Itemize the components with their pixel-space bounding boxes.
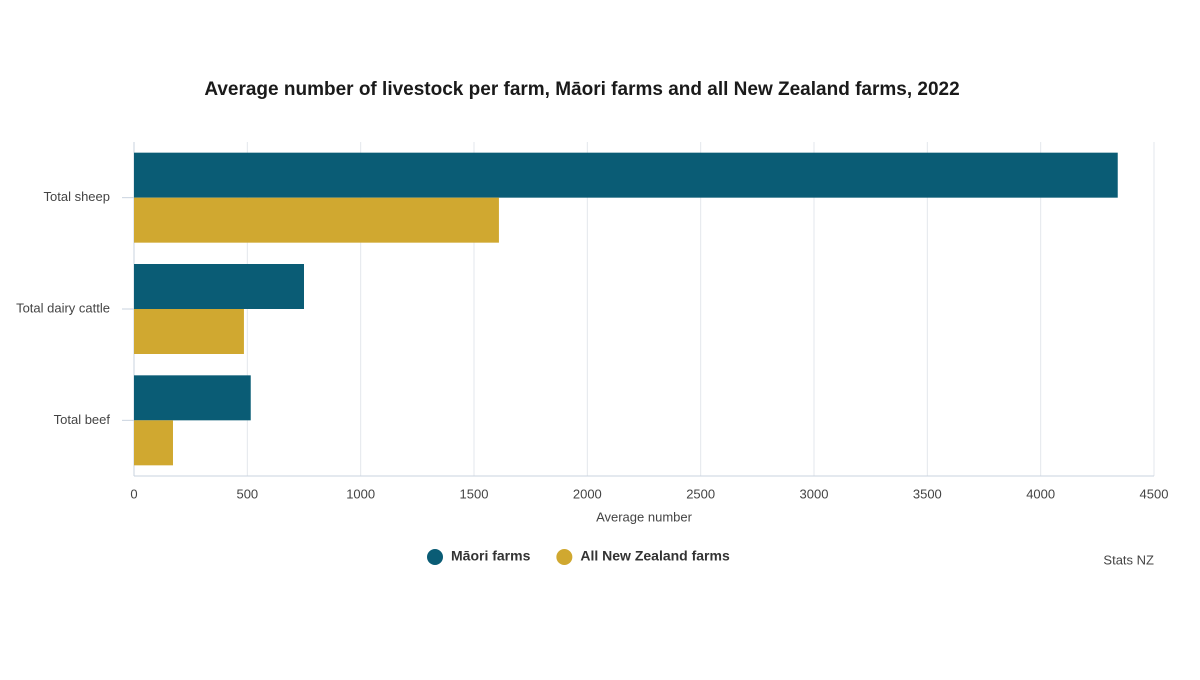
legend-label: All New Zealand farms — [580, 548, 730, 564]
y-tick-label: Total sheep — [44, 189, 111, 204]
bar — [134, 420, 173, 466]
bar — [134, 309, 244, 354]
x-tick-label: 3500 — [913, 486, 942, 501]
x-tick-label: 4000 — [1026, 486, 1055, 501]
bar — [134, 375, 251, 421]
x-tick-label: 4500 — [1140, 486, 1169, 501]
bar — [134, 197, 499, 243]
x-tick-label: 1500 — [460, 486, 489, 501]
x-tick-label: 3000 — [800, 486, 829, 501]
x-tick-label: 2500 — [686, 486, 715, 501]
legend-label: Māori farms — [451, 548, 531, 564]
bar — [134, 264, 304, 309]
legend-marker — [427, 549, 443, 565]
x-tick-label: 2000 — [573, 486, 602, 501]
legend-marker — [556, 549, 573, 565]
x-axis-label: Average number — [596, 509, 693, 524]
y-tick-label: Total dairy cattle — [16, 300, 110, 315]
bar — [134, 152, 1118, 198]
x-tick-label: 1000 — [346, 486, 375, 501]
x-tick-label: 500 — [236, 486, 258, 501]
x-tick-label: 0 — [130, 486, 137, 501]
source: Stats NZ — [1103, 552, 1154, 567]
chart-title: Average number of livestock per farm, Mā… — [204, 79, 959, 100]
y-tick-label: Total beef — [54, 412, 111, 427]
